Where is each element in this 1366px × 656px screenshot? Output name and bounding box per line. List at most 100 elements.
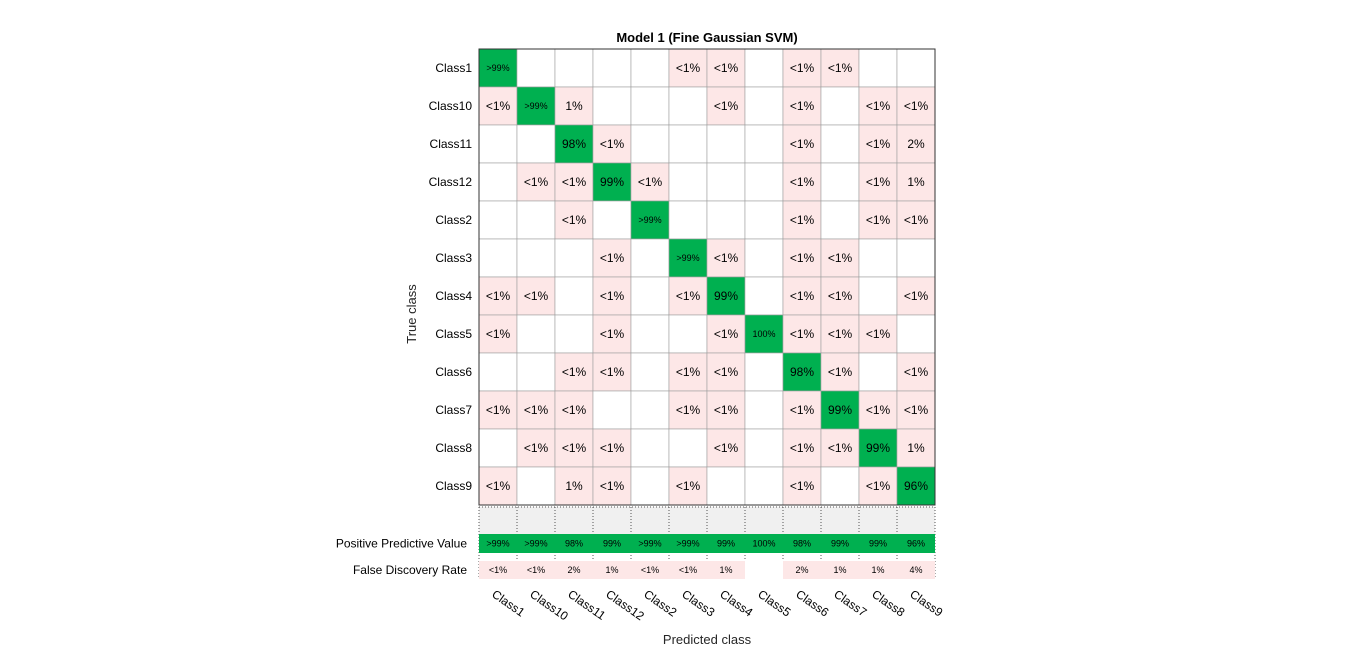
matrix-cell	[744, 466, 784, 506]
fdr-cell	[593, 561, 631, 579]
cell-value: <1%	[676, 403, 701, 417]
matrix-cell	[706, 200, 746, 240]
cell-value: <1%	[866, 175, 891, 189]
matrix-cell	[858, 200, 898, 240]
fdr-value: 1%	[833, 565, 846, 575]
matrix-cell	[706, 276, 746, 316]
x-tick-label: Class11	[565, 587, 608, 623]
cell-value: <1%	[828, 365, 853, 379]
matrix-cell	[516, 124, 556, 164]
matrix-cell	[630, 238, 670, 278]
cell-value: <1%	[790, 289, 815, 303]
matrix-cell	[554, 48, 594, 88]
cell-value: 1%	[907, 441, 925, 455]
ppv-value: 98%	[565, 539, 583, 549]
cell-value: <1%	[676, 61, 701, 75]
matrix-cell	[516, 466, 556, 506]
ppv-cell	[631, 534, 669, 553]
cell-value: >99%	[524, 101, 547, 111]
x-tick-label: Class12	[603, 587, 647, 624]
matrix-cells: >99% <1% <1% <1% <1% <1% >99% 1% <1% <1% <1% <1% 98%…	[478, 48, 936, 506]
cell-value: <1%	[676, 479, 701, 493]
y-tick-label: Class10	[429, 99, 473, 113]
matrix-cell	[630, 48, 670, 88]
cell-value: 1%	[565, 479, 583, 493]
matrix-cell	[554, 276, 594, 316]
cell-value: <1%	[562, 365, 587, 379]
matrix-cell	[858, 428, 898, 468]
matrix-cell	[858, 48, 898, 88]
fdr-cell	[859, 561, 897, 579]
y-tick-label: Class12	[429, 175, 473, 189]
cell-value: <1%	[904, 403, 929, 417]
matrix-cell	[554, 200, 594, 240]
ppv-value: >99%	[524, 539, 547, 549]
ppv-cell	[707, 534, 745, 553]
fdr-cell	[783, 561, 821, 579]
cell-value: 99%	[600, 175, 624, 189]
matrix-cell	[554, 86, 594, 126]
cell-value: <1%	[904, 289, 929, 303]
ppv-cell	[821, 534, 859, 553]
matrix-cell	[630, 124, 670, 164]
matrix-cell	[668, 314, 708, 354]
ppv-cell	[517, 534, 555, 553]
matrix-cell	[554, 390, 594, 430]
fdr-value: <1%	[679, 565, 697, 575]
matrix-cell	[820, 86, 860, 126]
cell-value: <1%	[790, 213, 815, 227]
x-tick-label: Class4	[717, 587, 755, 620]
matrix-cell	[668, 124, 708, 164]
cell-value: <1%	[600, 251, 625, 265]
matrix-cell	[592, 200, 632, 240]
cell-value: <1%	[562, 403, 587, 417]
x-tick-label: Class5	[755, 587, 793, 620]
matrix-cell	[668, 428, 708, 468]
x-tick-label: Class2	[641, 587, 679, 620]
summary-rows: >99% >99% 98% 99% >99% >99% 99% 100% 98% 99% 99% 96…	[478, 506, 936, 579]
ppv-value: 100%	[752, 539, 775, 549]
y-tick-label: Class11	[430, 137, 473, 151]
matrix-cell	[668, 162, 708, 202]
matrix-cell	[782, 428, 822, 468]
matrix-cell	[554, 162, 594, 202]
cell-value: <1%	[828, 441, 853, 455]
matrix-cell	[744, 428, 784, 468]
y-tick-label: Class4	[435, 289, 472, 303]
cell-value: <1%	[600, 479, 625, 493]
matrix-cell	[516, 200, 556, 240]
cell-value: <1%	[524, 289, 549, 303]
cell-value: >99%	[638, 215, 661, 225]
fdr-cell	[707, 561, 745, 579]
cell-value: >99%	[676, 253, 699, 263]
cell-value: 1%	[907, 175, 925, 189]
fdr-value: 2%	[795, 565, 808, 575]
matrix-cell	[706, 314, 746, 354]
cell-value: <1%	[486, 327, 511, 341]
fdr-value: <1%	[489, 565, 507, 575]
y-tick-label: Class2	[435, 213, 472, 227]
cell-value: <1%	[486, 403, 511, 417]
matrix-cell	[706, 352, 746, 392]
matrix-cell	[858, 162, 898, 202]
x-tick-label: Class10	[527, 587, 571, 624]
matrix-cell	[668, 48, 708, 88]
matrix-cell	[516, 162, 556, 202]
matrix-cell	[782, 86, 822, 126]
cell-value: 1%	[565, 99, 583, 113]
ppv-value: 99%	[603, 539, 621, 549]
matrix-cell	[744, 276, 784, 316]
matrix-cell	[858, 238, 898, 278]
cell-value: <1%	[524, 175, 549, 189]
fdr-cell	[631, 561, 669, 579]
cell-value: <1%	[866, 137, 891, 151]
cell-value: <1%	[866, 403, 891, 417]
matrix-cell	[782, 352, 822, 392]
matrix-cell	[858, 124, 898, 164]
cell-value: <1%	[714, 99, 739, 113]
cell-value: <1%	[676, 289, 701, 303]
cell-value: <1%	[524, 441, 549, 455]
matrix-cell	[630, 276, 670, 316]
cell-value: <1%	[866, 99, 891, 113]
